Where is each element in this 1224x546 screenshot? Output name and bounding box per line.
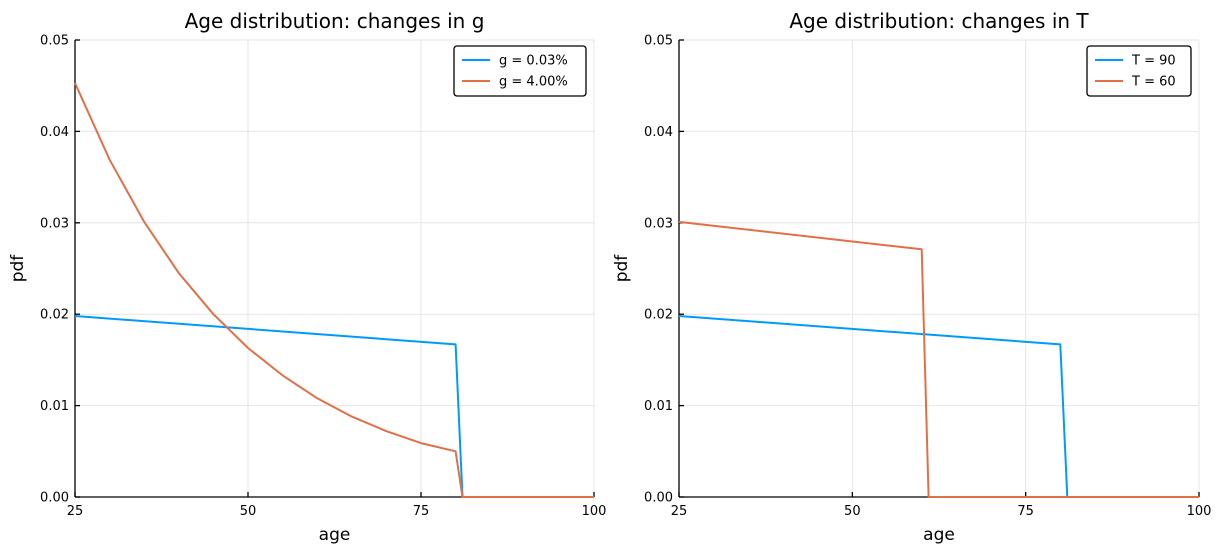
chart-1-legend-box [453, 45, 587, 97]
chart-2-legend: T = 90 T = 60 [1086, 45, 1192, 97]
chart-1-series-line-2 [74, 82, 594, 498]
chart-2-y-tick-label: 0.04 [644, 125, 673, 140]
chart-2-legend-box [1086, 45, 1192, 97]
chart-1-x-axis-label: age [319, 525, 351, 545]
chart-1-panel: 25 50 75 100 0.00 0.01 0.02 0.03 0.04 0.05 Age dis… [8, 9, 606, 545]
chart-2-y-axis-label: pdf [612, 254, 632, 283]
chart-2-x-tick-label: 100 [1187, 504, 1212, 519]
chart-1-y-tick-label: 0.01 [40, 399, 69, 414]
chart-2-title: Age distribution: changes in T [789, 9, 1089, 33]
chart-2-x-tick-label: 75 [1017, 504, 1034, 519]
chart-2-y-tick-label: 0.05 [644, 34, 673, 49]
chart-1-x-tick-label: 100 [582, 504, 607, 519]
chart-1-y-tick-label: 0.04 [40, 125, 69, 140]
chart-2-series-line-1 [678, 315, 1199, 498]
chart-1-y-tick-label: 0.03 [40, 216, 69, 231]
chart-2-x-axis-label: age [923, 525, 955, 545]
chart-1-legend-entry-2: g = 4.00% [499, 75, 568, 90]
chart-2-y-tick-label: 0.00 [644, 491, 673, 506]
chart-1-x-tick-label: 25 [67, 504, 84, 519]
chart-1-y-tick-label: 0.05 [40, 34, 69, 49]
chart-1-y-tick-label: 0.02 [40, 308, 69, 323]
chart-1-title: Age distribution: changes in g [185, 9, 485, 33]
chart-1-y-tick-label: 0.00 [40, 491, 69, 506]
chart-2-y-tick-label: 0.01 [644, 399, 673, 414]
chart-2-series-line-2 [678, 220, 1199, 498]
chart-2-x-tick-label: 50 [844, 504, 861, 519]
chart-2-legend-entry-2: T = 60 [1131, 75, 1176, 90]
chart-1-legend-entry-1: g = 0.03% [499, 54, 568, 69]
chart-1-x-tick-label: 50 [240, 504, 257, 519]
chart-2-y-tick-label: 0.03 [644, 216, 673, 231]
chart-2-legend-entry-1: T = 90 [1131, 54, 1176, 69]
chart-2-y-tick-label: 0.02 [644, 308, 673, 323]
chart-1-legend: g = 0.03% g = 4.00% [453, 45, 587, 97]
chart-2-x-tick-label: 25 [671, 504, 688, 519]
chart-1-y-axis-label: pdf [8, 254, 28, 283]
chart-1-x-tick-label: 75 [413, 504, 430, 519]
chart-2-panel: 25 50 75 100 0.00 0.01 0.02 0.03 0.04 0.05 Age dis… [612, 9, 1211, 545]
